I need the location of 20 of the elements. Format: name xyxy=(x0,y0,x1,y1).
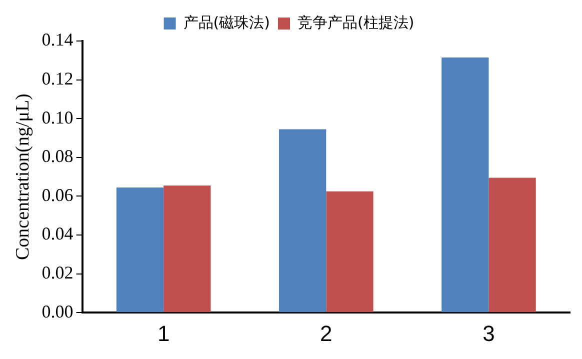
bar xyxy=(164,186,211,312)
bar xyxy=(442,57,489,312)
y-tick-label: 0.10 xyxy=(42,107,74,128)
legend-label: 竞争产品(柱提法) xyxy=(298,13,414,32)
y-tick-label: 0.08 xyxy=(42,146,74,166)
x-tick-label: 3 xyxy=(482,320,495,346)
y-tick-label: 0.12 xyxy=(42,68,74,89)
x-tick-label: 2 xyxy=(320,320,332,346)
y-tick-label: 0.00 xyxy=(42,301,74,322)
legend-label: 产品(磁珠法) xyxy=(183,13,270,32)
bar xyxy=(326,191,374,312)
bar xyxy=(116,187,164,312)
x-tick-label: 1 xyxy=(157,320,170,346)
y-tick-label: 0.14 xyxy=(42,30,74,50)
bar xyxy=(279,129,326,312)
y-tick-label: 0.06 xyxy=(42,184,74,205)
y-tick-label: 0.04 xyxy=(42,224,74,244)
bar xyxy=(488,178,536,312)
y-axis-title: Concentration(ng/μL) xyxy=(12,94,34,260)
y-tick-label: 0.02 xyxy=(42,262,74,283)
